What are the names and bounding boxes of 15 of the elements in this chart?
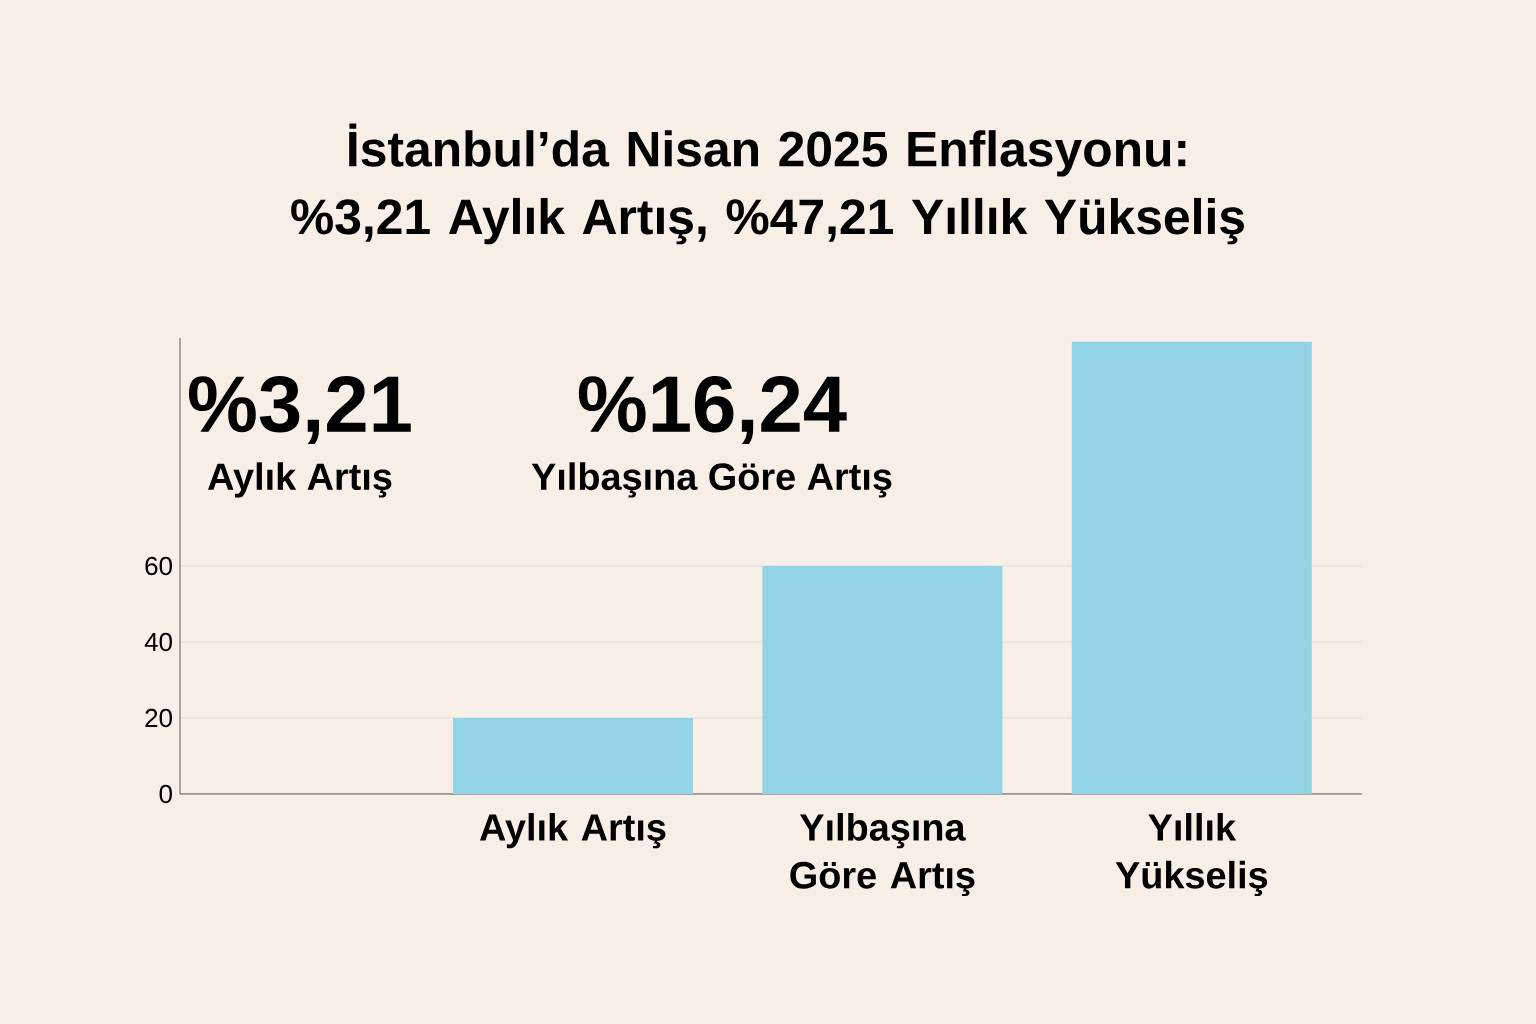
x-tick-label: Yıllık Yükseliş — [1115, 813, 1268, 897]
x-tick-label: Yılbaşına Göre Artış — [790, 813, 975, 897]
chart-title: İstanbul’da Nisan 2025 Enflasyonu: %3,21 Aylık Artış, %47,21 Yıllık Yükseliş — [291, 123, 1244, 245]
annotation: Yılbaşına Göre Artış — [531, 462, 892, 498]
y-tick-label: 40 — [144, 632, 172, 652]
annotation: %16,24 — [578, 375, 847, 444]
annotation: %3,21 — [189, 375, 411, 444]
x-tick-label: Aylık Artış — [479, 813, 666, 849]
y-tick-label: 60 — [145, 556, 172, 576]
annotation: Aylık Artış — [208, 462, 392, 498]
bar — [1071, 341, 1312, 794]
bar — [452, 717, 693, 794]
y-tick-label: 0 — [159, 784, 172, 804]
y-tick-label: 20 — [145, 708, 172, 728]
bar — [762, 565, 1003, 794]
